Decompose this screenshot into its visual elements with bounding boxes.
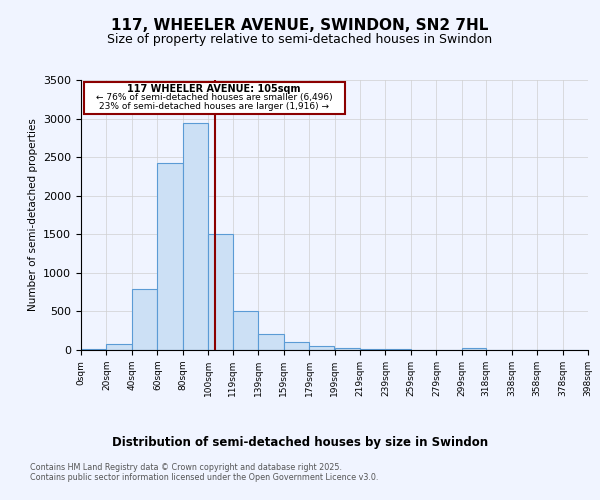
Bar <box>258 334 284 350</box>
Bar <box>309 346 335 350</box>
Bar <box>183 123 208 350</box>
Bar <box>360 349 385 350</box>
Text: ← 76% of semi-detached houses are smaller (6,496): ← 76% of semi-detached houses are smalle… <box>96 93 332 102</box>
Bar <box>284 342 309 350</box>
Text: 117, WHEELER AVENUE, SWINDON, SN2 7HL: 117, WHEELER AVENUE, SWINDON, SN2 7HL <box>112 18 488 32</box>
Bar <box>335 348 360 350</box>
Bar <box>132 289 157 350</box>
Y-axis label: Number of semi-detached properties: Number of semi-detached properties <box>28 118 38 312</box>
Bar <box>106 344 132 350</box>
Bar <box>385 349 411 350</box>
FancyBboxPatch shape <box>83 82 344 114</box>
Bar <box>157 164 183 350</box>
Text: Size of property relative to semi-detached houses in Swindon: Size of property relative to semi-detach… <box>107 32 493 46</box>
Bar <box>208 234 233 350</box>
Bar <box>233 310 258 350</box>
Text: 117 WHEELER AVENUE: 105sqm: 117 WHEELER AVENUE: 105sqm <box>127 84 301 94</box>
Text: Distribution of semi-detached houses by size in Swindon: Distribution of semi-detached houses by … <box>112 436 488 449</box>
Text: Contains HM Land Registry data © Crown copyright and database right 2025.
Contai: Contains HM Land Registry data © Crown c… <box>30 463 379 482</box>
Bar <box>81 349 106 350</box>
Text: 23% of semi-detached houses are larger (1,916) →: 23% of semi-detached houses are larger (… <box>99 102 329 112</box>
Bar <box>462 348 486 350</box>
